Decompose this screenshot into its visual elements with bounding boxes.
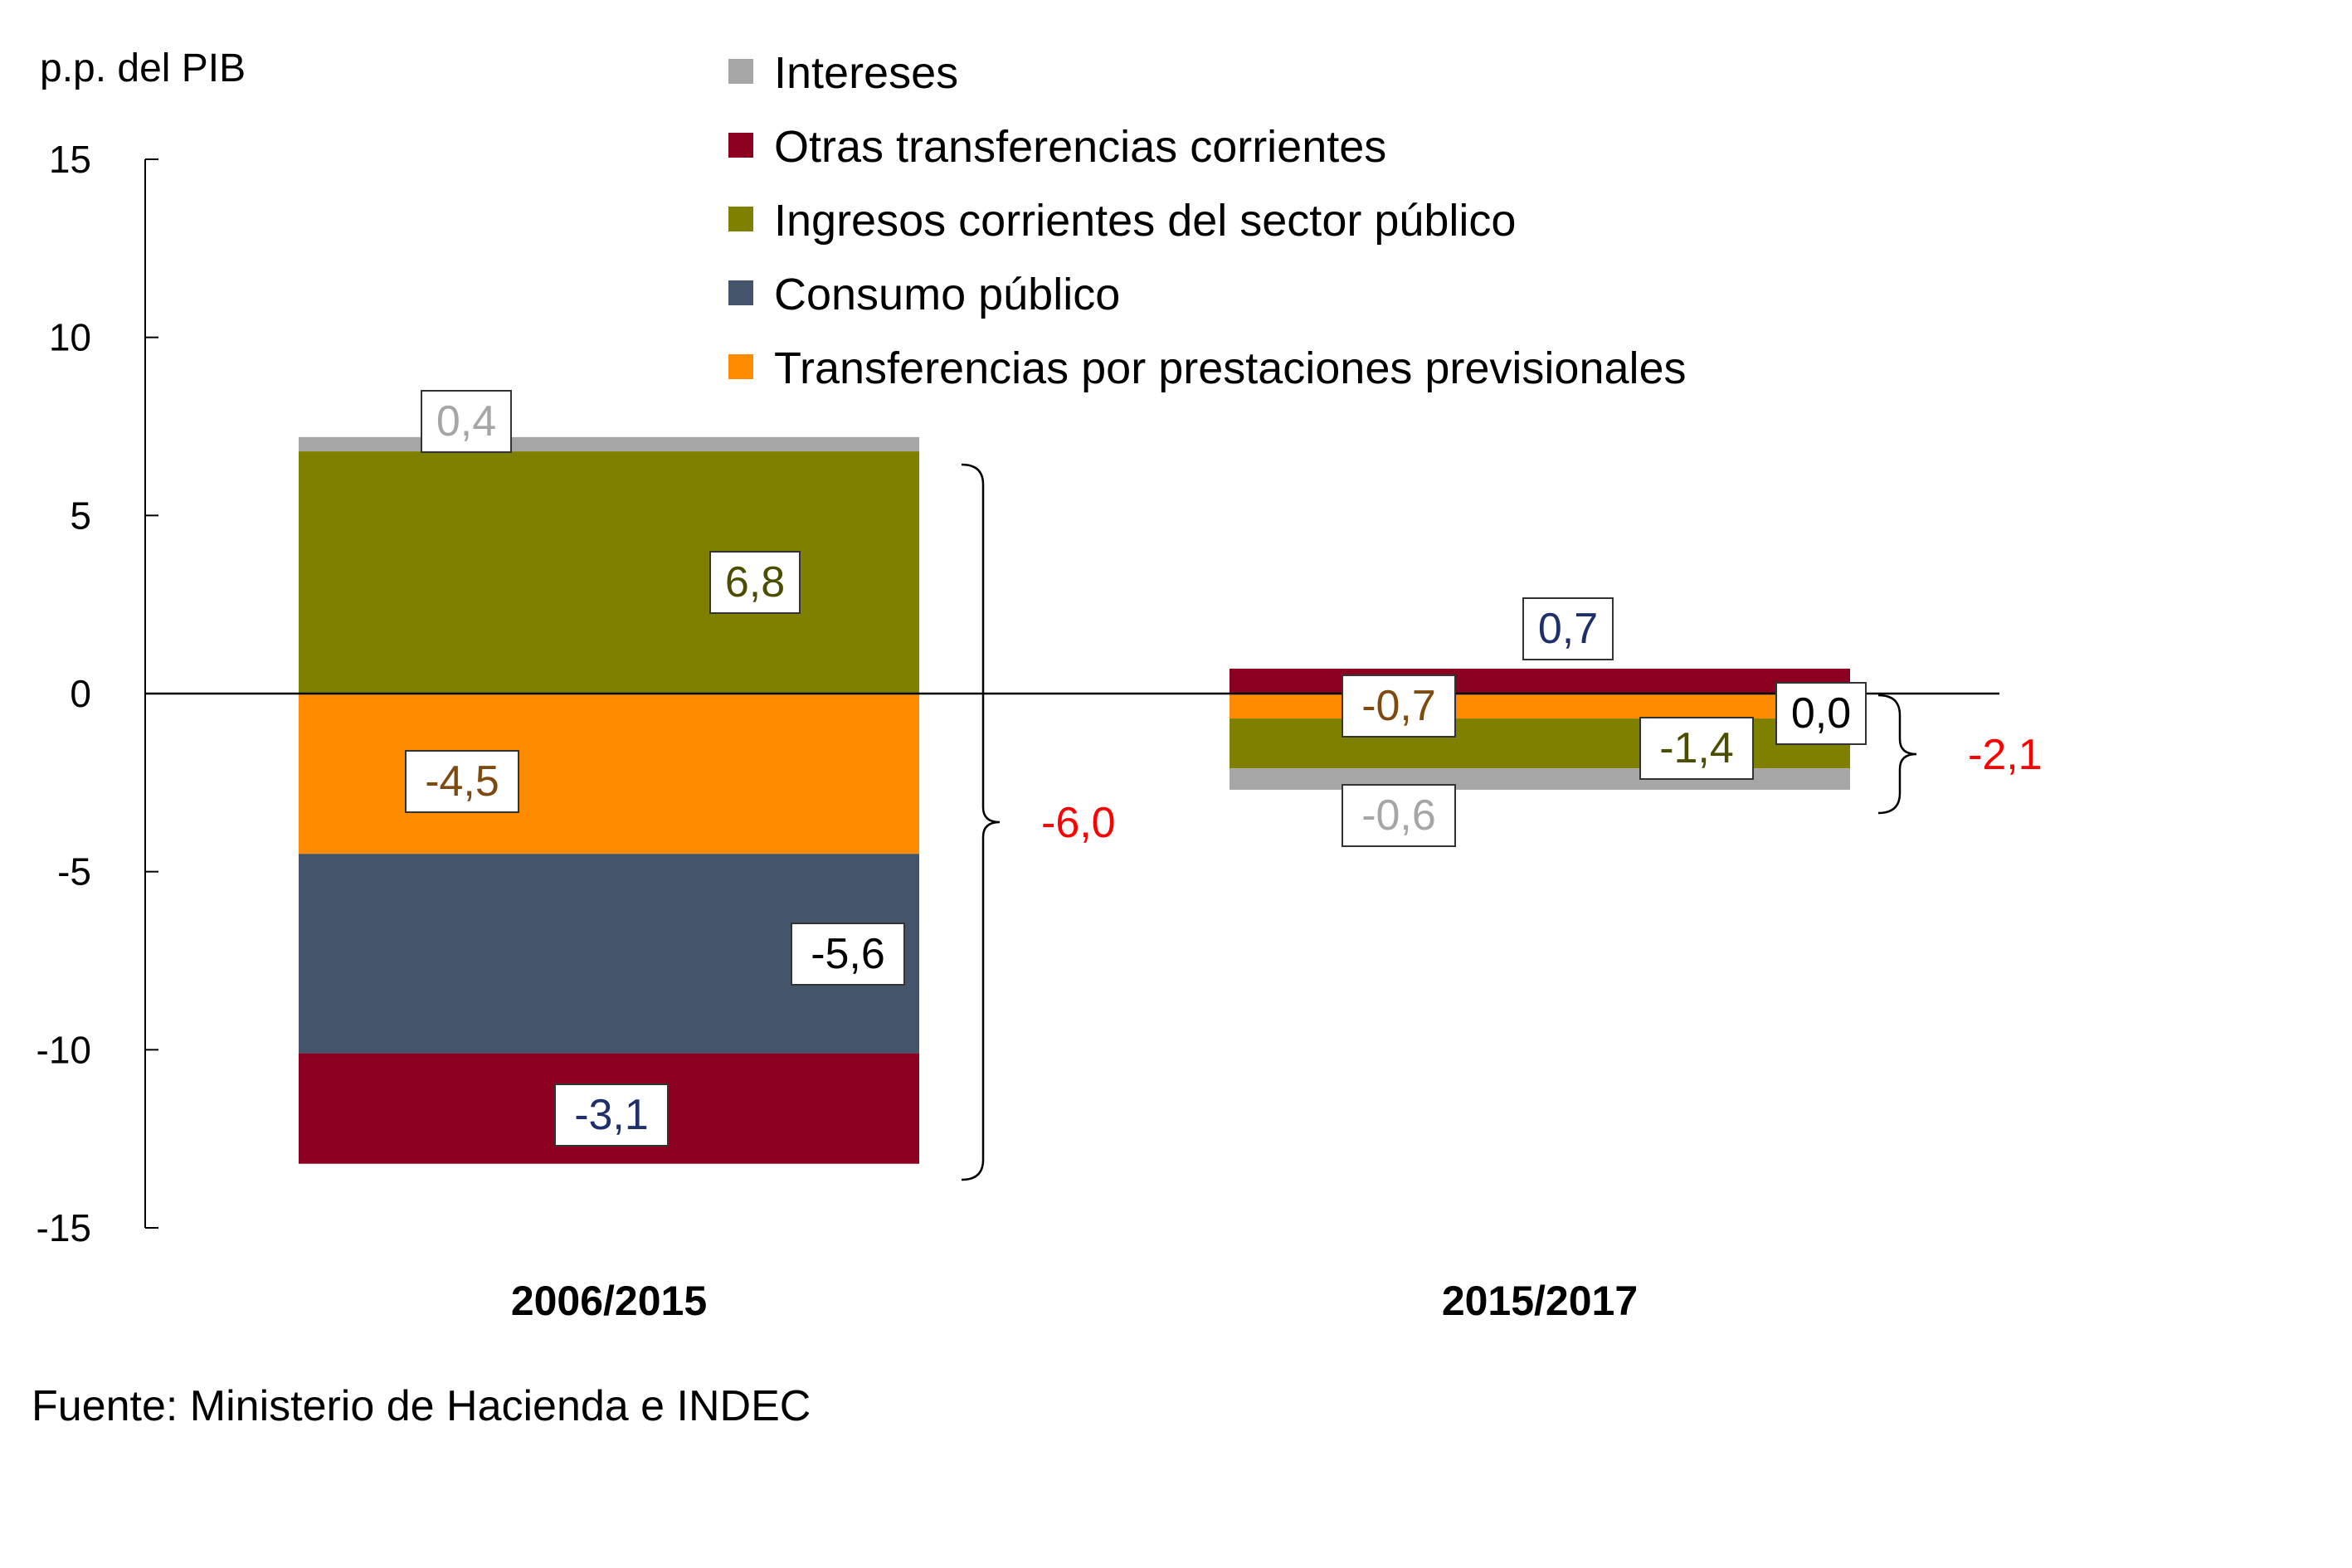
legend-item-1: Intereses [728,48,958,98]
data-label-interest-1: 0,4 [421,390,512,453]
total-brace-1 [961,463,1001,1181]
legend-item-3: Ingresos corrientes del sector público [728,196,1516,246]
data-label-pension-transfers-1: -4,5 [405,750,519,813]
y-tick-label: 10 [49,316,91,359]
data-label-interest-2: -0,6 [1342,784,1456,847]
total-label-1: -6,0 [1041,799,1116,847]
data-label-other-transfers-1: -3,1 [554,1083,669,1147]
bar-interest-2 [1230,768,1850,790]
bar-interest-1 [299,436,919,452]
y-axis-label: p.p. del PIB [40,46,246,90]
data-label-current-revenue-1: 6,8 [709,551,801,614]
y-tick-label: -15 [37,1206,91,1249]
data-label-public-consumption-1: -5,6 [791,923,905,986]
category-label-2: 2015/2017 [1442,1278,1638,1324]
bar-current-revenue-2 [1230,718,1850,769]
svg-text:0,7: 0,7 [1538,605,1598,653]
svg-text:0,0: 0,0 [1791,689,1851,738]
legend: Intereses Otras transferencias corrientes… [728,48,1687,393]
svg-text:-3,1: -3,1 [574,1091,649,1139]
legend-item-2: Otras transferencias corrientes [728,122,1386,172]
data-label-other-transfers-2: 0,7 [1522,597,1614,660]
data-labels: 0,4 -3,1 6,8 -5,6 -4,5 -0,6 0,7 -1,4 0,0 -0,7 [405,390,1867,1147]
legend-swatch [728,59,753,84]
category-label-1: 2006/2015 [511,1278,707,1324]
svg-text:-1,4: -1,4 [1659,724,1734,772]
y-axis: 15 10 5 0 -5 -10 -15 [37,138,158,1249]
total-brace-2 [1877,694,1917,815]
svg-text:-5,6: -5,6 [811,930,885,978]
legend-label: Ingresos corrientes del sector público [774,196,1516,246]
legend-label: Intereses [774,48,958,98]
svg-text:6,8: 6,8 [725,558,785,606]
legend-label: Consumo público [774,270,1120,319]
legend-label: Transferencias por prestaciones previsio… [774,343,1687,393]
bar-pension-transfers-1 [299,694,919,855]
y-tick-label: 5 [70,494,91,537]
svg-text:0,4: 0,4 [436,397,496,446]
total-label-2: -2,1 [1968,731,2043,779]
legend-swatch [728,280,753,305]
legend-item-5: Transferencias por prestaciones previsio… [728,343,1687,393]
source-note: Fuente: Ministerio de Hacienda e INDEC [32,1382,811,1430]
y-tick-label: -5 [57,850,91,894]
svg-text:-0,6: -0,6 [1361,791,1436,840]
legend-item-4: Consumo público [728,270,1120,319]
bar-pension-transfers-2 [1230,694,1850,719]
category-labels: 2006/2015 2015/2017 [511,1278,1638,1324]
y-tick-label: 0 [70,672,91,715]
svg-text:-4,5: -4,5 [425,757,499,806]
data-label-current-revenue-2: -1,4 [1639,717,1754,780]
legend-swatch [728,133,753,158]
braces: -6,0 -2,1 [961,463,2043,1181]
y-tick-label: 15 [49,138,91,181]
legend-label: Otras transferencias corrientes [774,122,1386,172]
svg-text:-0,7: -0,7 [1361,682,1436,730]
bar-current-revenue-1 [299,451,919,694]
data-label-public-consumption-2: 0,0 [1775,682,1867,745]
y-tick-label: -10 [37,1028,91,1071]
legend-swatch [728,207,753,231]
bar-other-transfers-2 [1230,668,1850,694]
legend-swatch [728,354,753,379]
data-label-pension-transfers-2: -0,7 [1342,674,1456,738]
